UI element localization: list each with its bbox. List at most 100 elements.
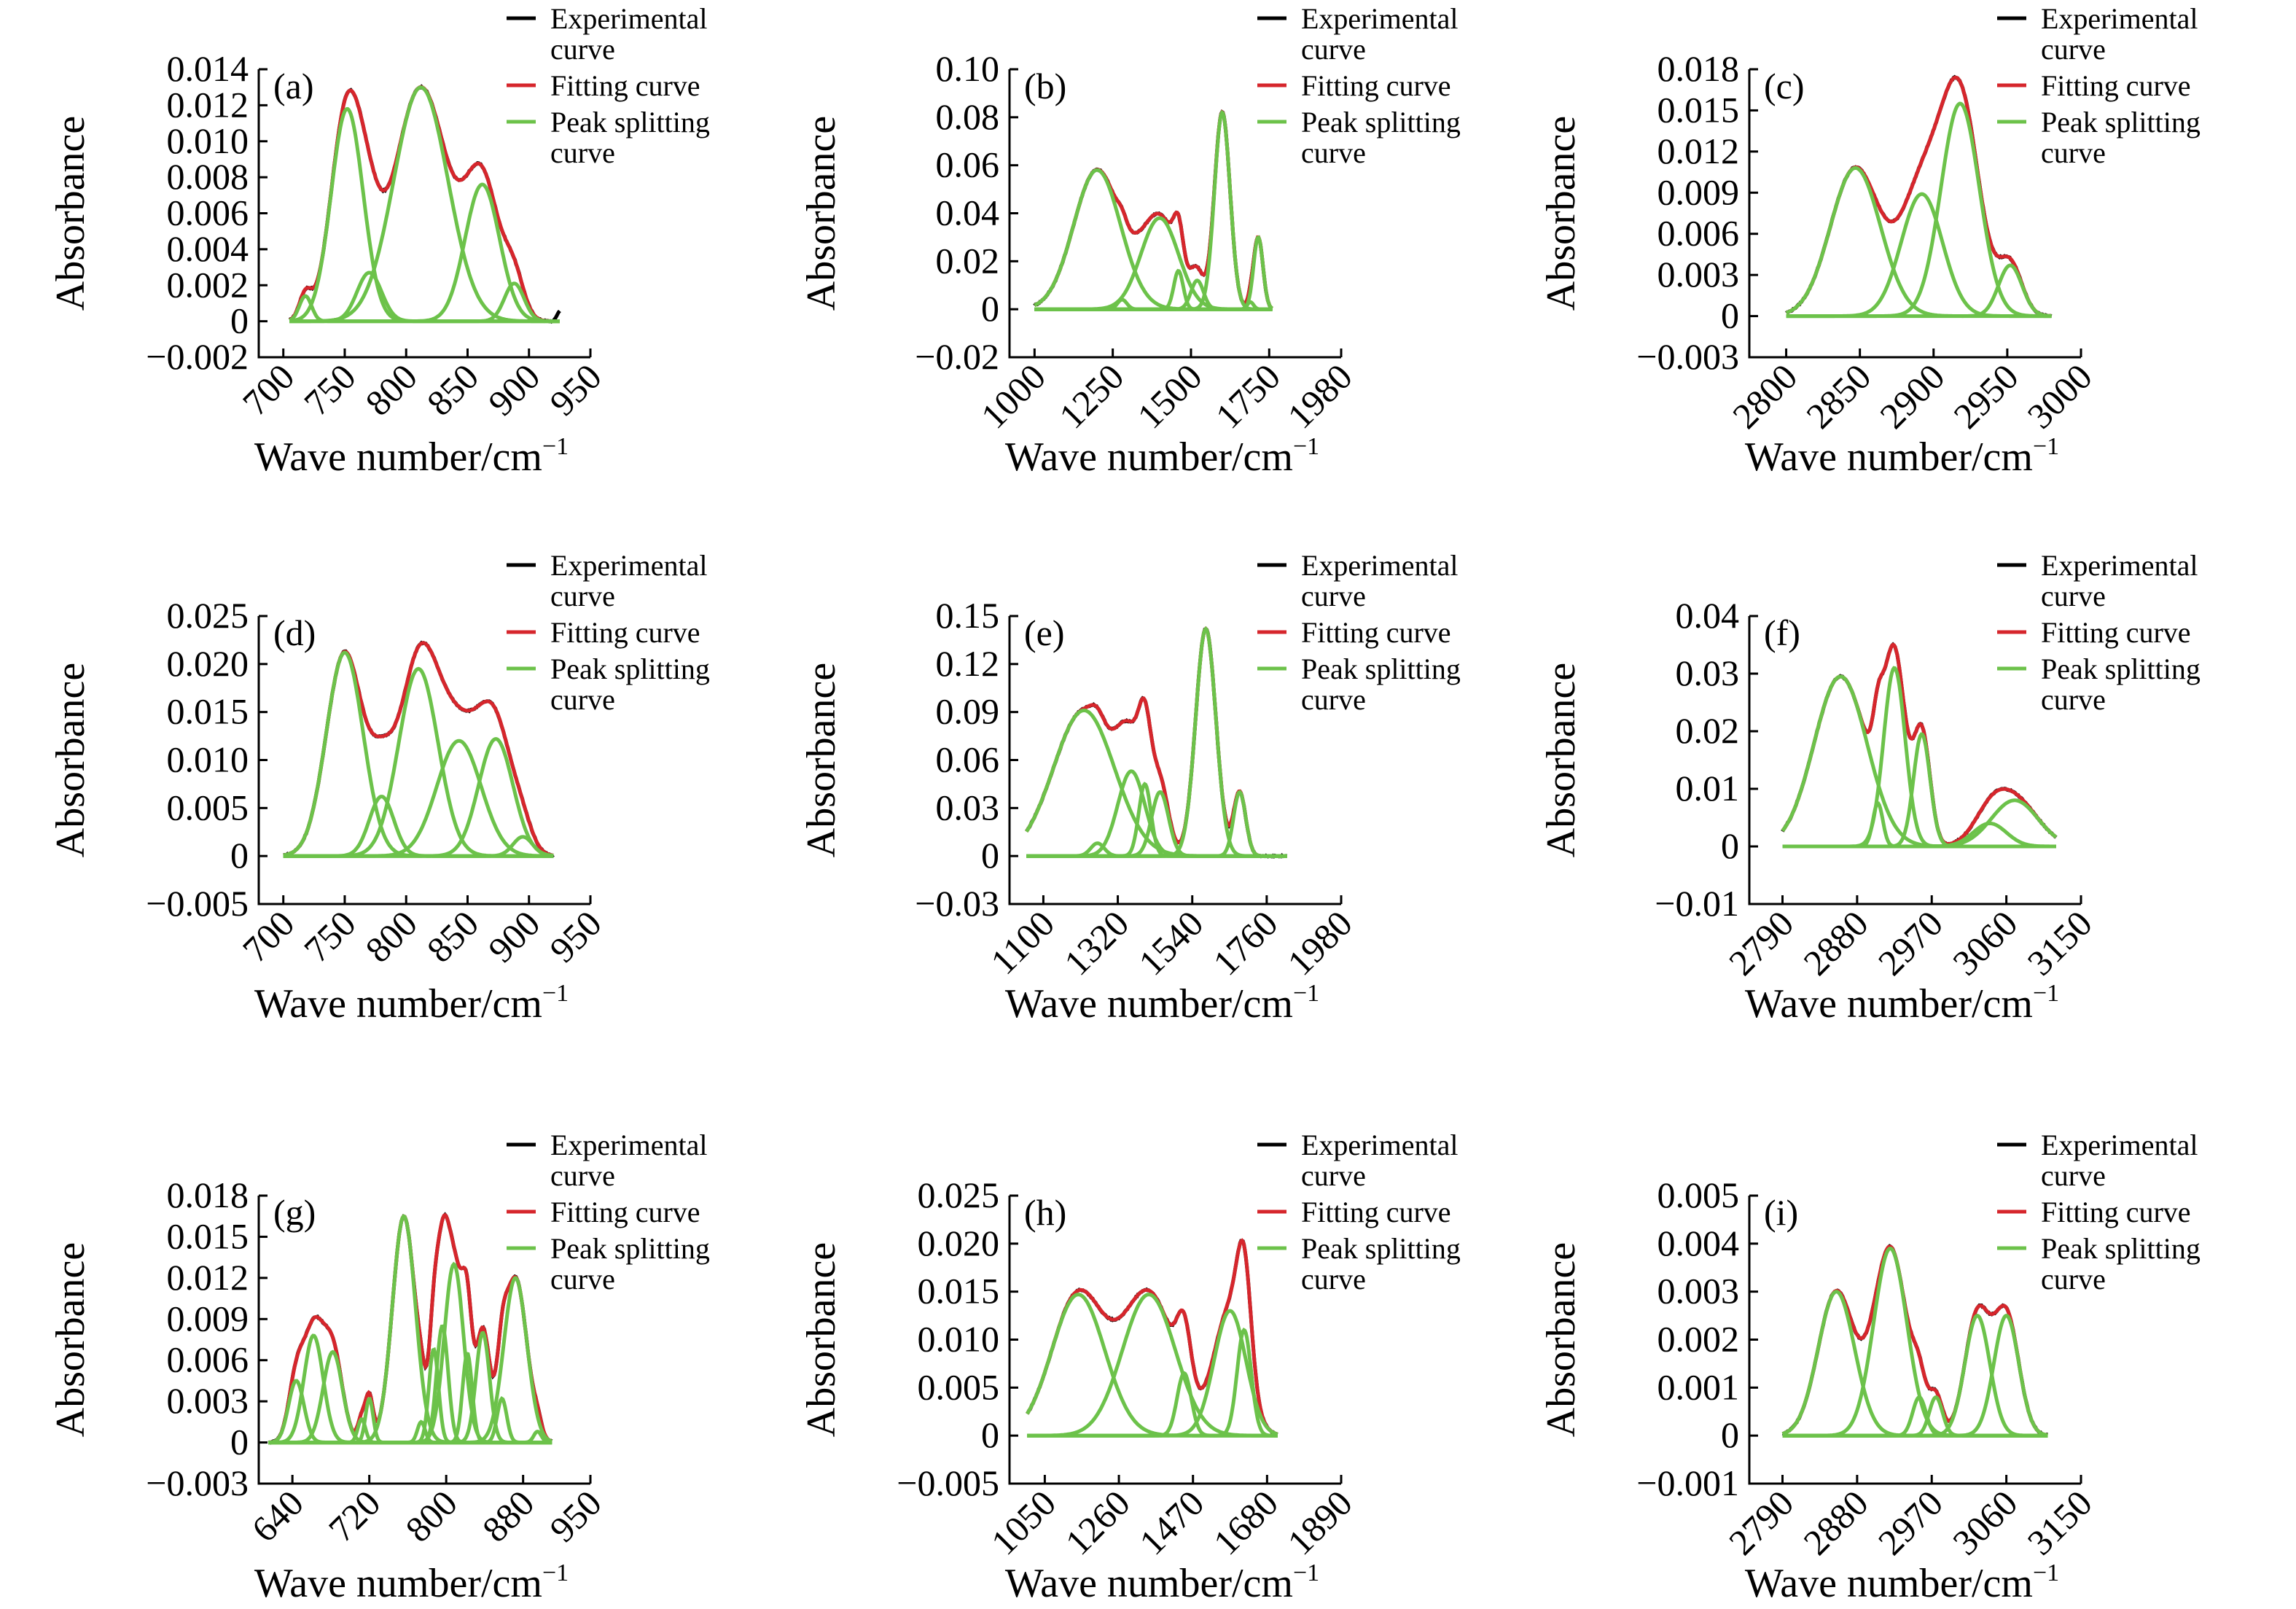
x-tick-label: 720 bbox=[321, 1482, 388, 1550]
y-tick-label: 0.006 bbox=[167, 192, 249, 233]
x-axis-label-text: Wave number/cm bbox=[1005, 981, 1293, 1026]
y-tick-label: 0.009 bbox=[167, 1298, 249, 1339]
y-tick-label: −0.005 bbox=[146, 883, 249, 924]
x-tick-label: 2970 bbox=[1870, 1482, 1951, 1562]
chart-panel-d: −0.00500.0050.0100.0150.0200.02570075080… bbox=[48, 549, 710, 1026]
panel-label: (d) bbox=[273, 612, 316, 653]
x-tick-label: 1980 bbox=[1279, 903, 1359, 983]
y-tick-label: 0.025 bbox=[918, 1174, 1000, 1215]
legend-label-peak: Peak splitting bbox=[2041, 1232, 2201, 1265]
y-tick-label: 0.09 bbox=[936, 691, 1000, 732]
x-tick-label: 3060 bbox=[1945, 903, 2025, 983]
peak-splitting-curve-6 bbox=[1782, 1314, 2048, 1438]
x-tick-label: 640 bbox=[243, 1482, 311, 1550]
y-tick-label: 0.015 bbox=[1657, 89, 1740, 130]
y-tick-label: 0 bbox=[1721, 295, 1739, 336]
x-axis-label: Wave number/cm−1 bbox=[1745, 980, 2059, 1026]
y-tick-label: 0.014 bbox=[167, 48, 249, 89]
y-tick-label: 0.06 bbox=[936, 739, 1000, 780]
y-tick-label: −0.003 bbox=[1636, 336, 1739, 377]
x-axis-label-superscript: −1 bbox=[2033, 980, 2059, 1007]
y-axis-label: Absorbance bbox=[799, 116, 844, 311]
axes bbox=[1748, 69, 2081, 359]
y-tick-label: 0 bbox=[981, 288, 999, 329]
peak-splitting-curve-4 bbox=[1786, 263, 2052, 319]
y-tick-label: 0.018 bbox=[1657, 48, 1740, 89]
legend-label-experimental-2: curve bbox=[550, 33, 615, 66]
x-tick-label: 750 bbox=[296, 356, 364, 424]
x-tick-label: 950 bbox=[542, 1482, 609, 1550]
x-tick-label: 3060 bbox=[1945, 1482, 2025, 1562]
x-tick-label: 800 bbox=[397, 1482, 465, 1550]
x-tick-label: 900 bbox=[480, 903, 548, 970]
x-axis-label-superscript: −1 bbox=[2033, 433, 2059, 460]
x-tick-label: 1750 bbox=[1208, 356, 1288, 436]
chart-panel-f: −0.0100.010.020.030.04279028802970306031… bbox=[1539, 549, 2201, 1026]
x-axis-label: Wave number/cm−1 bbox=[1005, 1559, 1319, 1606]
x-tick-label: 2950 bbox=[1945, 356, 2026, 436]
chart-panel-a: −0.00200.0020.0040.0060.0080.0100.0120.0… bbox=[48, 2, 710, 480]
y-tick-label: 0.006 bbox=[167, 1339, 249, 1380]
y-tick-label: 0.002 bbox=[1657, 1319, 1740, 1360]
x-axis-label: Wave number/cm−1 bbox=[1005, 433, 1319, 480]
x-tick-label: 1250 bbox=[1051, 356, 1131, 436]
y-tick-label: −0.005 bbox=[897, 1462, 999, 1503]
legend-label-peak-2: curve bbox=[1301, 136, 1366, 169]
x-tick-label: 3150 bbox=[2019, 1482, 2099, 1562]
y-tick-label: 0.001 bbox=[1657, 1366, 1740, 1407]
legend-label-experimental-2: curve bbox=[2041, 580, 2106, 612]
x-axis-label-superscript: −1 bbox=[542, 1559, 569, 1586]
y-tick-label: 0.004 bbox=[1657, 1223, 1740, 1263]
x-tick-label: 3000 bbox=[2019, 356, 2099, 436]
y-tick-label: −0.02 bbox=[915, 336, 999, 377]
x-tick-label: 800 bbox=[357, 903, 425, 970]
x-axis-label-superscript: −1 bbox=[1293, 433, 1319, 460]
peak-splitting-curve-5 bbox=[1027, 1328, 1278, 1438]
y-tick-label: 0.01 bbox=[1676, 768, 1740, 809]
legend-label-experimental: Experimental bbox=[1301, 1129, 1458, 1161]
legend-label-fitting: Fitting curve bbox=[550, 616, 700, 649]
peak-splitting-curve-1 bbox=[283, 650, 554, 858]
y-tick-label: 0.020 bbox=[918, 1223, 1000, 1263]
x-axis-label: Wave number/cm−1 bbox=[1745, 1559, 2059, 1606]
peak-splitting-curve-6 bbox=[283, 835, 554, 858]
y-tick-label: 0.006 bbox=[1657, 213, 1740, 254]
y-tick-label: 0.005 bbox=[1657, 1174, 1740, 1215]
y-tick-label: 0.015 bbox=[167, 1215, 249, 1256]
x-tick-label: 2880 bbox=[1795, 903, 1875, 983]
y-tick-label: 0.005 bbox=[167, 787, 249, 827]
x-tick-label: 880 bbox=[475, 1482, 542, 1550]
y-tick-label: 0.02 bbox=[936, 240, 1000, 281]
x-axis-label-superscript: −1 bbox=[1293, 1559, 1319, 1586]
peak-splitting-curve-14 bbox=[268, 1276, 553, 1445]
x-tick-label: 2970 bbox=[1870, 903, 1951, 983]
peak-splitting-curve-4 bbox=[1027, 1309, 1278, 1438]
legend-label-experimental-2: curve bbox=[550, 580, 615, 612]
y-tick-label: 0.06 bbox=[936, 144, 1000, 185]
x-tick-label: 750 bbox=[296, 903, 364, 970]
x-axis-label: Wave number/cm−1 bbox=[254, 433, 569, 480]
chart-panel-c: −0.00300.0030.0060.0090.0120.0150.018280… bbox=[1539, 2, 2201, 480]
x-tick-label: 1470 bbox=[1131, 1482, 1211, 1562]
chart-panel-h: −0.00500.0050.0100.0150.0200.02510501260… bbox=[799, 1129, 1461, 1606]
y-tick-label: 0 bbox=[1721, 825, 1739, 866]
legend-label-peak: Peak splitting bbox=[550, 1232, 710, 1265]
peak-splitting-curve-6 bbox=[289, 281, 560, 324]
y-tick-label: 0.010 bbox=[918, 1319, 1000, 1360]
y-tick-label: 0.03 bbox=[1676, 652, 1740, 693]
chart-panel-i: −0.00100.0010.0020.0030.0040.00527902880… bbox=[1539, 1129, 2201, 1606]
y-tick-label: 0.020 bbox=[167, 643, 249, 684]
x-axis-label-text: Wave number/cm bbox=[1745, 435, 2033, 480]
legend-label-peak: Peak splitting bbox=[2041, 106, 2201, 139]
legend-label-experimental: Experimental bbox=[2041, 1129, 2198, 1161]
legend-label-peak: Peak splitting bbox=[550, 652, 710, 685]
y-tick-label: −0.002 bbox=[146, 336, 249, 377]
legend-label-experimental: Experimental bbox=[1301, 2, 1458, 35]
y-tick-label: 0.002 bbox=[167, 264, 249, 305]
chart-panel-e: −0.0300.030.060.090.120.1511001320154017… bbox=[799, 549, 1461, 1026]
legend-label-fitting: Fitting curve bbox=[2041, 1196, 2191, 1228]
y-tick-label: 0.009 bbox=[1657, 171, 1740, 212]
